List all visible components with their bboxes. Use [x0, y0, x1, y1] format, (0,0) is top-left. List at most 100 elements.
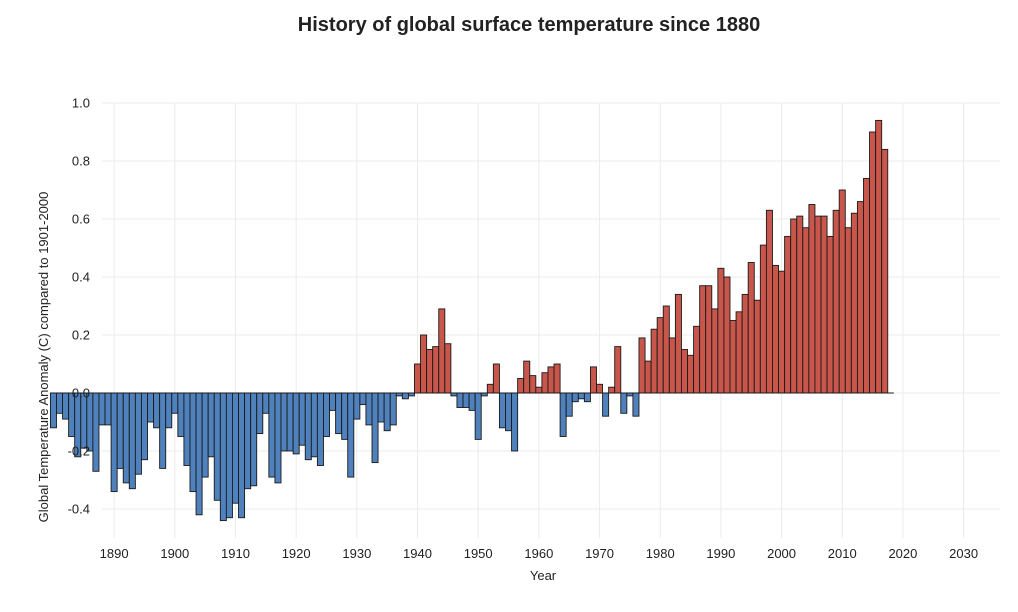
bar-2001 [784, 235, 792, 394]
bar-2010 [838, 189, 846, 394]
y-tick-label: -0.4 [68, 502, 90, 517]
bar-1984 [681, 349, 688, 394]
bar-1964 [559, 392, 567, 437]
bar-1943 [432, 346, 440, 394]
bar-1899 [165, 392, 173, 429]
bar-1944 [438, 308, 446, 394]
bar-2006 [814, 215, 822, 394]
bar-1919 [286, 392, 294, 452]
bar-1880 [49, 392, 57, 429]
bar-1898 [159, 392, 167, 469]
bar-1956 [511, 392, 519, 452]
bar-1907 [213, 392, 221, 501]
x-tick-label: 2000 [767, 546, 796, 561]
bar-2014 [863, 177, 870, 394]
chart-title: History of global surface temperature si… [297, 14, 761, 36]
x-tick-label: 1940 [403, 546, 432, 561]
bar-1900 [171, 392, 179, 414]
x-tick-label: 1930 [342, 546, 371, 561]
bar-1966 [571, 392, 579, 403]
bar-2016 [875, 119, 883, 394]
bar-1969 [589, 366, 597, 394]
x-axis-ticks: 1890 1900 1910 1920 1930 1940 1950 1960 1970 1980… [100, 546, 978, 561]
x-tick-label: 1920 [282, 546, 311, 561]
bar-2000 [778, 270, 786, 394]
bar-1965 [565, 392, 573, 417]
bar-1926 [329, 392, 337, 411]
bar-1976 [632, 392, 640, 417]
y-tick-label: 0.4 [72, 270, 90, 285]
bar-2005 [808, 204, 816, 394]
bar-2012 [850, 212, 858, 394]
bar-1987 [699, 285, 707, 394]
bar-1902 [183, 392, 191, 466]
bar-1955 [505, 392, 513, 432]
bar-1932 [365, 392, 373, 426]
bar-1920 [292, 392, 300, 455]
bar-1973 [614, 346, 622, 394]
bar-1974 [620, 392, 628, 414]
bar-2008 [826, 235, 834, 394]
bar-1931 [359, 392, 367, 406]
bar-1928 [341, 392, 349, 440]
x-tick-label: 1910 [221, 546, 250, 561]
x-tick-label: 2030 [949, 546, 978, 561]
bar-1881 [56, 392, 64, 414]
bar-1917 [274, 392, 282, 484]
x-axis-title: Year [530, 568, 557, 583]
bar-1888 [98, 392, 106, 426]
bar-1895 [140, 392, 148, 461]
bar-1980 [656, 317, 664, 394]
bar-1953 [492, 363, 500, 394]
x-tick-label: 1950 [464, 546, 493, 561]
bar-1993 [735, 311, 743, 394]
bar-1921 [298, 392, 306, 446]
bar-1929 [347, 392, 355, 478]
bar-1891 [116, 392, 124, 469]
bar-1958 [523, 360, 531, 394]
bar-1927 [335, 392, 343, 435]
bar-1957 [517, 378, 525, 394]
x-tick-label: 1990 [706, 546, 735, 561]
bars [49, 119, 894, 522]
bar-2003 [796, 215, 804, 394]
bar-1923 [310, 392, 318, 458]
bar-1947 [456, 392, 464, 408]
bar-1933 [371, 392, 379, 464]
bar-1940 [414, 363, 421, 394]
bar-1997 [759, 244, 767, 394]
bar-1970 [596, 383, 604, 394]
bar-1967 [577, 392, 585, 400]
bar-1972 [608, 386, 616, 394]
bar-1986 [693, 325, 701, 394]
bar-1906 [207, 392, 215, 458]
bar-2017 [881, 148, 889, 394]
bar-1885 [80, 392, 88, 449]
bar-1990 [717, 267, 725, 394]
x-tick-label: 2010 [828, 546, 857, 561]
bar-1915 [262, 392, 270, 414]
x-tick-label: 1980 [646, 546, 675, 561]
bar-1999 [772, 264, 779, 394]
bar-1887 [92, 392, 100, 472]
bar-1991 [723, 276, 731, 394]
bar-1945 [444, 343, 452, 394]
bar-1936 [389, 392, 397, 426]
bar-1910 [232, 392, 239, 504]
bar-1949 [468, 392, 476, 411]
bar-1962 [547, 366, 555, 394]
bar-1941 [420, 334, 428, 394]
x-tick-label: 1960 [524, 546, 553, 561]
y-tick-label: 0.8 [72, 154, 90, 169]
y-tick-label: 0.0 [72, 386, 90, 401]
bar-1896 [147, 392, 155, 423]
bar-1989 [711, 308, 719, 394]
bar-2009 [832, 209, 840, 394]
bar-1960 [535, 386, 543, 394]
bar-1982 [668, 337, 676, 394]
bar-1894 [134, 392, 142, 475]
bar-1935 [383, 392, 391, 432]
x-tick-label: 1970 [585, 546, 614, 561]
bar-1959 [529, 375, 537, 394]
